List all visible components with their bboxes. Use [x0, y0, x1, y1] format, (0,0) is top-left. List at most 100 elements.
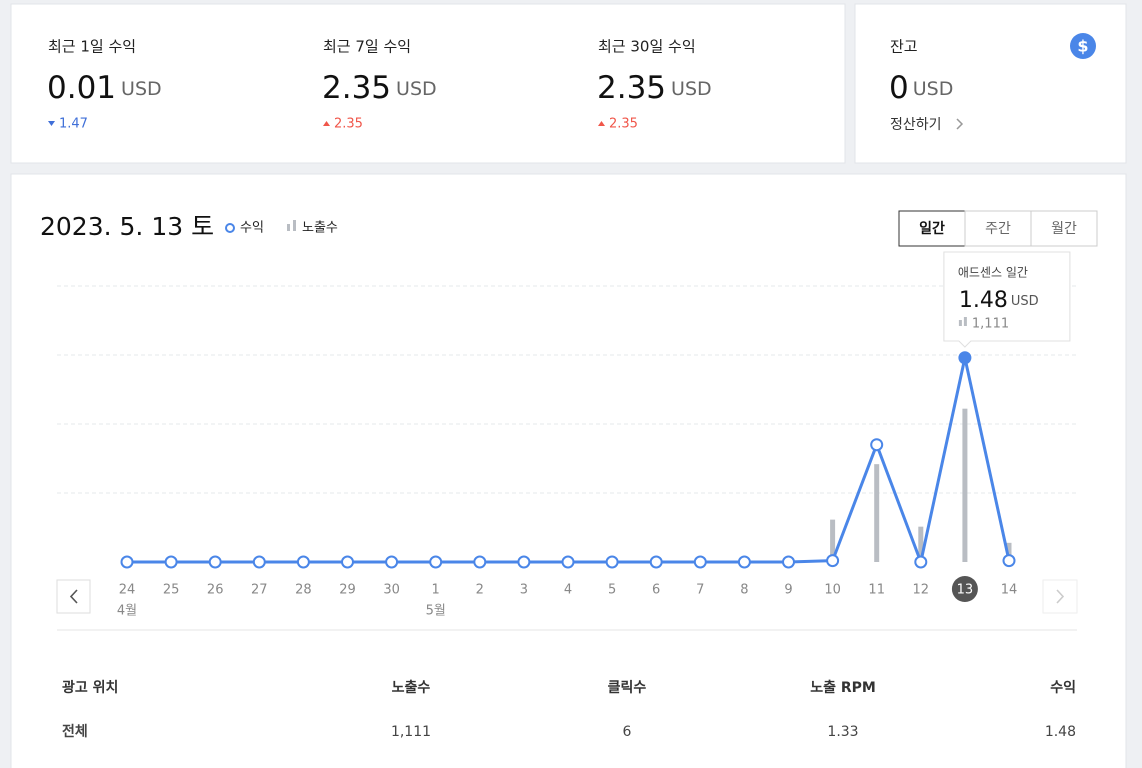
tab[interactable] [964, 210, 1032, 247]
dollar-sign: $ [1077, 37, 1088, 56]
summary-label: 최근 1일 수익 [48, 38, 136, 56]
x-tick-label: 5 [608, 583, 616, 598]
tooltip-impressions: 1,111 [972, 317, 1009, 332]
x-tick-label: 30 [383, 583, 400, 598]
legend-label: 노출수 [302, 221, 338, 236]
x-tick-label: 10 [824, 583, 841, 598]
revenue-point [385, 555, 399, 569]
revenue-point [1002, 554, 1016, 568]
revenue-point [429, 555, 443, 569]
x-tick-label: 29 [339, 583, 356, 598]
summary-value: 0.01 USD [47, 70, 162, 106]
revenue-point [252, 555, 266, 569]
legend-bar-icon [293, 220, 296, 231]
summary-change: 2.35 [609, 117, 638, 132]
legend-bar-icon [287, 224, 290, 231]
tab-label: 월간 [1051, 221, 1077, 237]
revenue-point [914, 555, 928, 569]
balance-unit: USD [913, 78, 954, 100]
x-tick-label: 11 [868, 583, 885, 598]
summary-change: 1.47 [59, 117, 88, 132]
x-tick-label: 13 [957, 583, 974, 598]
tooltip-box [943, 251, 1071, 348]
selected-day [951, 576, 978, 602]
x-tick-label: 6 [652, 583, 660, 598]
revenue-point [208, 555, 222, 569]
chart-title: 2023. 5. 13 토 [40, 212, 214, 241]
table-cell: 6 [623, 724, 632, 740]
table-cell: 전체 [62, 723, 88, 740]
month-label: 4월 [117, 604, 137, 619]
tooltip-unit: USD [1011, 294, 1039, 309]
tooltip-value: 1.48 USD [959, 288, 1039, 313]
summary-amount: 2.35 [597, 70, 666, 106]
impression-bar [874, 464, 880, 562]
x-tick-label: 28 [295, 583, 312, 598]
table-header: 수익 [1050, 679, 1076, 696]
table-cell: 1.33 [827, 724, 858, 740]
x-tick-label: 14 [1001, 583, 1018, 598]
summary-label: 최근 30일 수익 [598, 38, 696, 56]
x-tick-label: 2 [476, 583, 484, 598]
x-tick-label: 24 [119, 583, 136, 598]
next-button[interactable] [1042, 579, 1078, 614]
summary-value: 2.35 USD [322, 70, 437, 106]
table-header: 광고 위치 [62, 679, 118, 696]
tooltip-bar-icon [963, 317, 967, 326]
tab[interactable] [898, 210, 966, 247]
impression-bar [1006, 542, 1012, 562]
revenue-point [296, 555, 310, 569]
x-tick-label: 7 [696, 583, 704, 598]
impression-bar [918, 526, 924, 562]
x-tick-label: 4 [564, 583, 572, 598]
x-tick-label: 1 [432, 583, 440, 598]
legend-label: 수익 [240, 221, 264, 236]
revenue-point [958, 351, 972, 365]
revenue-point [693, 555, 707, 569]
table-header: 노출수 [392, 679, 431, 696]
revenue-point [473, 555, 487, 569]
balance-card [854, 3, 1127, 164]
summary-unit: USD [121, 78, 162, 100]
chevron [956, 118, 964, 130]
summary-change: 2.35 [334, 117, 363, 132]
balance-label: 잔고 [890, 38, 918, 56]
revenue-point [737, 555, 751, 569]
prev-button[interactable] [56, 579, 91, 614]
x-tick-label: 27 [251, 583, 268, 598]
prev-arrow [69, 589, 78, 604]
summary-unit: USD [396, 78, 437, 100]
revenue-point [870, 438, 884, 452]
summary-unit: USD [671, 78, 712, 100]
summary-label: 최근 7일 수익 [323, 38, 411, 56]
x-tick-label: 9 [784, 583, 792, 598]
x-tick-label: 12 [913, 583, 930, 598]
table-header: 클릭수 [608, 680, 647, 696]
table-header: 노출 RPM [810, 679, 876, 696]
x-tick-label: 25 [163, 583, 180, 598]
settle-link[interactable]: 정산하기 [890, 117, 942, 133]
impression-bar [830, 519, 836, 562]
impression-bar [962, 408, 968, 562]
summary-amount: 0.01 [47, 70, 116, 106]
revenue-point [782, 555, 795, 569]
revenue-point [517, 555, 531, 569]
summary-card [10, 3, 846, 164]
tooltip-amount: 1.48 [959, 288, 1008, 313]
change-triangle [598, 121, 605, 126]
x-tick-label: 8 [740, 583, 748, 598]
dollar-icon [1070, 33, 1096, 59]
x-tick-label: 26 [207, 583, 224, 598]
table-cell: 1,111 [391, 724, 431, 740]
revenue-point [605, 555, 619, 569]
balance-amount: 0 [889, 70, 909, 106]
revenue-point [649, 555, 663, 569]
summary-amount: 2.35 [322, 70, 391, 106]
tab-label: 일간 [919, 220, 945, 237]
revenue-point [341, 555, 354, 569]
x-tick-label: 3 [520, 583, 528, 598]
revenue-point [164, 555, 178, 569]
revenue-point [826, 554, 840, 568]
tab[interactable] [1030, 210, 1098, 247]
